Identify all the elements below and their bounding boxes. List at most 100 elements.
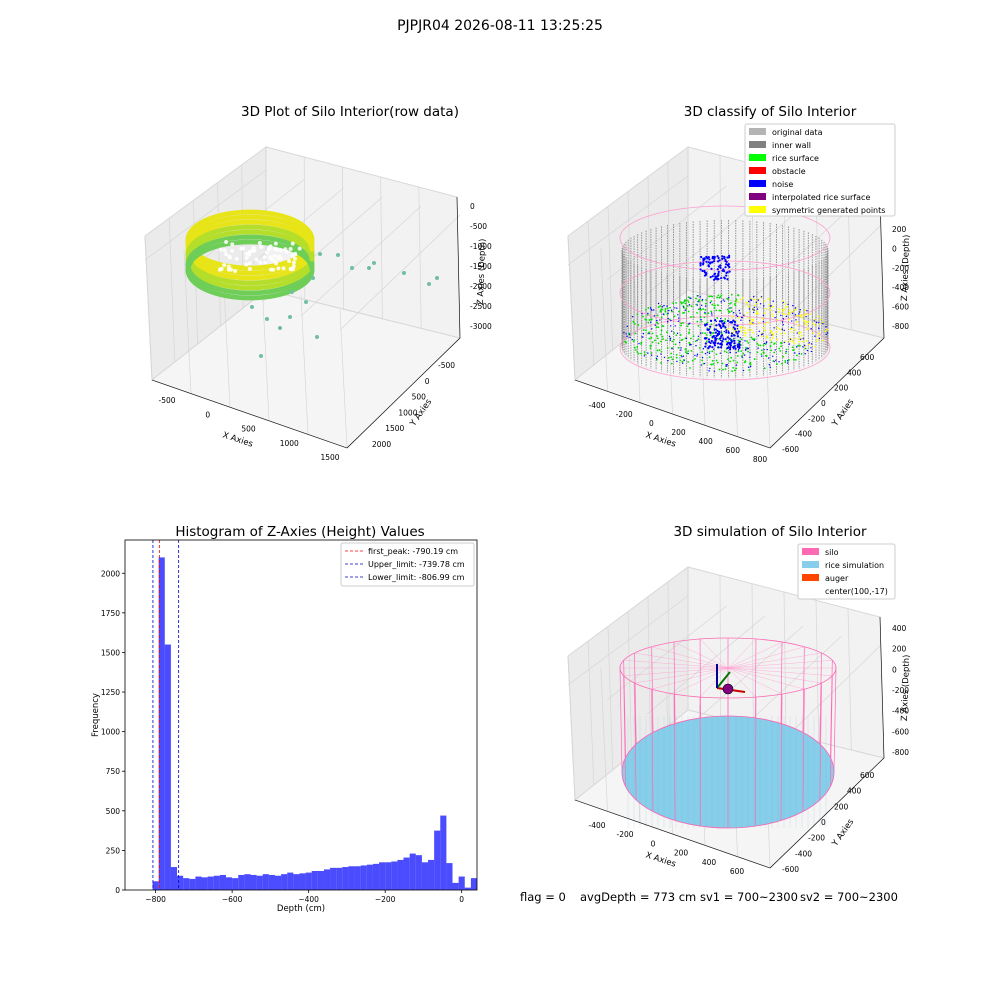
rice-surface-point [751, 338, 754, 341]
silo-wall-line [819, 652, 822, 745]
rice-surface-point [695, 297, 697, 300]
rice-surface-point [734, 300, 737, 303]
symmetric-point [789, 328, 792, 331]
symmetric-point [780, 332, 782, 335]
histogram-bar [170, 867, 178, 890]
z-tick-label: -600 [892, 727, 909, 736]
noise-point [706, 351, 709, 354]
noise-point [713, 370, 716, 373]
histogram-bar [391, 861, 398, 890]
raw-point [276, 266, 281, 271]
raw-point [218, 247, 223, 252]
z-tick-label: 200 [892, 645, 907, 654]
symmetric-point [767, 297, 770, 300]
noise-point [717, 270, 720, 273]
y-tick-label: 200 [834, 384, 849, 393]
rice-surface-point [677, 346, 680, 349]
symmetric-point [753, 298, 756, 301]
symmetric-point [761, 335, 763, 338]
symmetric-point [805, 313, 807, 315]
rice-surface-point [753, 358, 756, 360]
histogram-bar [379, 862, 386, 890]
legend-frame [744, 123, 896, 217]
symmetric-point [772, 334, 775, 337]
symmetric-point [776, 338, 779, 341]
silo-roof-line [727, 667, 783, 695]
symmetric-point [764, 323, 766, 326]
rice-surface-point [730, 356, 733, 359]
y-tick-label: 600 [860, 353, 875, 362]
symmetric-point [731, 328, 734, 331]
raw-point [291, 264, 296, 269]
auger-y-arrow [716, 671, 731, 689]
legend-label: silo [825, 548, 839, 557]
rice-surface-point [750, 336, 753, 339]
noise-point [722, 299, 724, 301]
noise-point [701, 356, 704, 359]
symmetric-point [746, 311, 749, 314]
noise-point [806, 310, 808, 312]
rice-surface-point [704, 302, 707, 305]
raw-point [233, 269, 238, 274]
noise-point [667, 359, 669, 362]
noise-point [707, 261, 710, 264]
noise-point [704, 345, 707, 348]
noise-point [724, 326, 727, 329]
rice-surface-point [788, 358, 790, 361]
noise-point [709, 302, 712, 304]
symmetric-point [804, 309, 807, 312]
rice-surface-point [710, 300, 713, 303]
noise-point [676, 332, 679, 335]
center-marker [722, 683, 734, 695]
grid-line [567, 595, 689, 686]
y-tick-label: 250 [106, 846, 121, 855]
classify-plot-title: 3D classify of Silo Interior [683, 104, 857, 120]
rice-surface-point [715, 353, 718, 356]
symmetric-point [768, 303, 771, 306]
grid-line [725, 215, 842, 324]
symmetric-point [791, 340, 794, 343]
rice-surface-point [643, 353, 646, 356]
noise-point [732, 326, 735, 329]
grid-line [667, 161, 670, 306]
noise-point [822, 322, 824, 325]
histogram-bar [452, 882, 459, 890]
x-axis-line [151, 379, 348, 449]
rice-surface-point [770, 341, 773, 344]
symmetric-point [784, 340, 787, 343]
noise-point [719, 325, 722, 328]
rice-surface-point [730, 301, 732, 304]
grid-line [783, 591, 787, 735]
noise-point [713, 257, 716, 260]
noise-point [660, 353, 662, 355]
silo-roof-line [727, 667, 805, 690]
rice-surface-point [744, 360, 747, 363]
noise-point [722, 324, 725, 327]
x-axis-label: X Axies [644, 850, 677, 869]
noise-point [695, 344, 697, 347]
rice-surface-point [648, 331, 650, 334]
legend-swatch [749, 206, 766, 213]
simulation-plot-title: 3D simulation of Silo Interior [673, 524, 867, 540]
noise-point [723, 257, 726, 260]
noise-point [677, 314, 679, 316]
noise-point [815, 321, 818, 324]
x-tick-label: 800 [753, 455, 768, 464]
noise-point [722, 336, 724, 338]
noise-point [736, 335, 740, 338]
rice-surface-point [780, 345, 782, 348]
rice-surface-point [682, 301, 685, 304]
noise-point [763, 348, 765, 351]
grid-line [168, 218, 176, 363]
symmetric-point [763, 329, 766, 332]
noise-point [737, 349, 740, 351]
rice-surface-point [719, 309, 722, 312]
noise-point [799, 338, 802, 340]
raw-point [227, 254, 232, 259]
histogram-bar [342, 867, 349, 890]
raw-point [254, 257, 259, 262]
rice-surface-point [705, 334, 708, 336]
noise-point [704, 305, 707, 307]
symmetric-point [801, 316, 804, 319]
rice-surface-point [778, 347, 781, 350]
